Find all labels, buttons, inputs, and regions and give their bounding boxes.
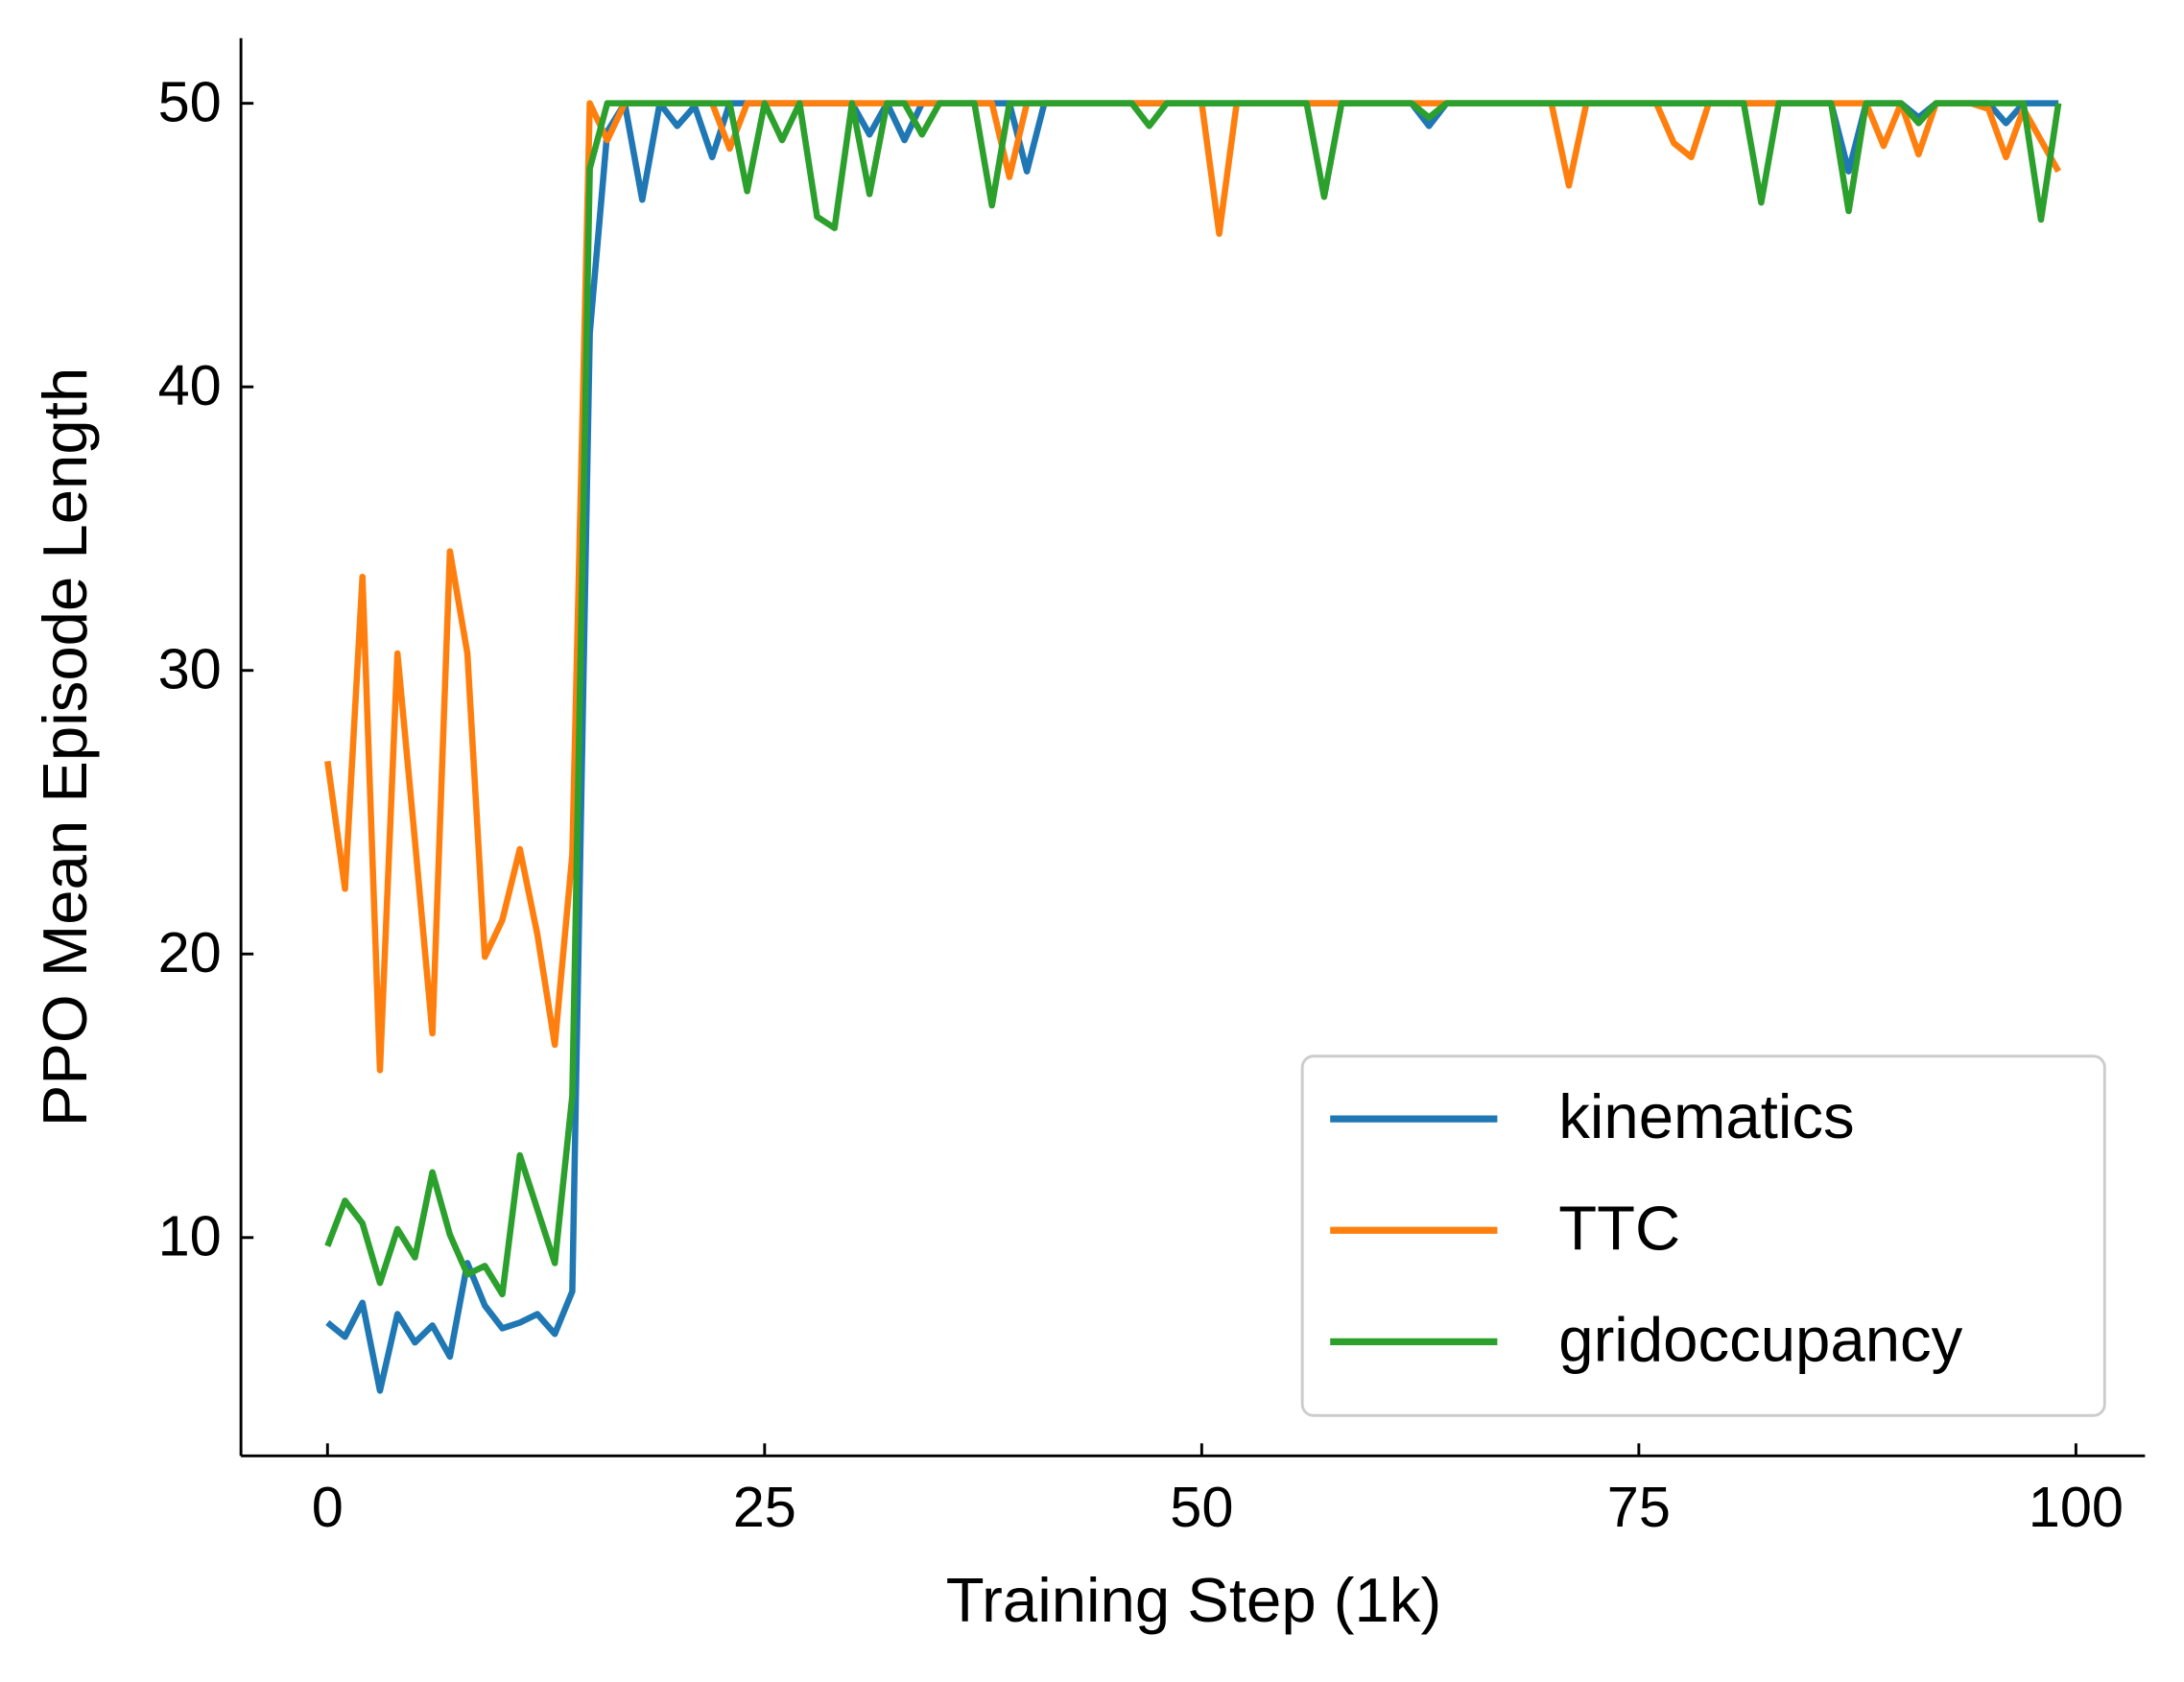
- x-tick-label: 25: [733, 1475, 796, 1539]
- x-tick-label: 0: [312, 1475, 344, 1539]
- series-line: [324, 100, 2062, 1298]
- y-tick-label: 40: [158, 353, 222, 417]
- y-tick-label: 20: [158, 920, 222, 984]
- x-tick-label: 75: [1607, 1475, 1671, 1539]
- x-tick-label: 50: [1170, 1475, 1233, 1539]
- legend-label: kinematics: [1558, 1081, 1854, 1151]
- y-tick-label: 30: [158, 636, 222, 700]
- y-tick-label: 50: [158, 69, 222, 133]
- x-tick-label: 100: [2029, 1475, 2124, 1539]
- x-axis-label: Training Step (1k): [946, 1565, 1442, 1635]
- y-tick-label: 10: [158, 1203, 222, 1267]
- legend-label: gridoccupancy: [1558, 1304, 1962, 1374]
- legend-box: [1300, 1054, 2106, 1417]
- legend-label: TTC: [1558, 1193, 1680, 1263]
- y-axis-label: PPO Mean Episode Length: [30, 367, 100, 1126]
